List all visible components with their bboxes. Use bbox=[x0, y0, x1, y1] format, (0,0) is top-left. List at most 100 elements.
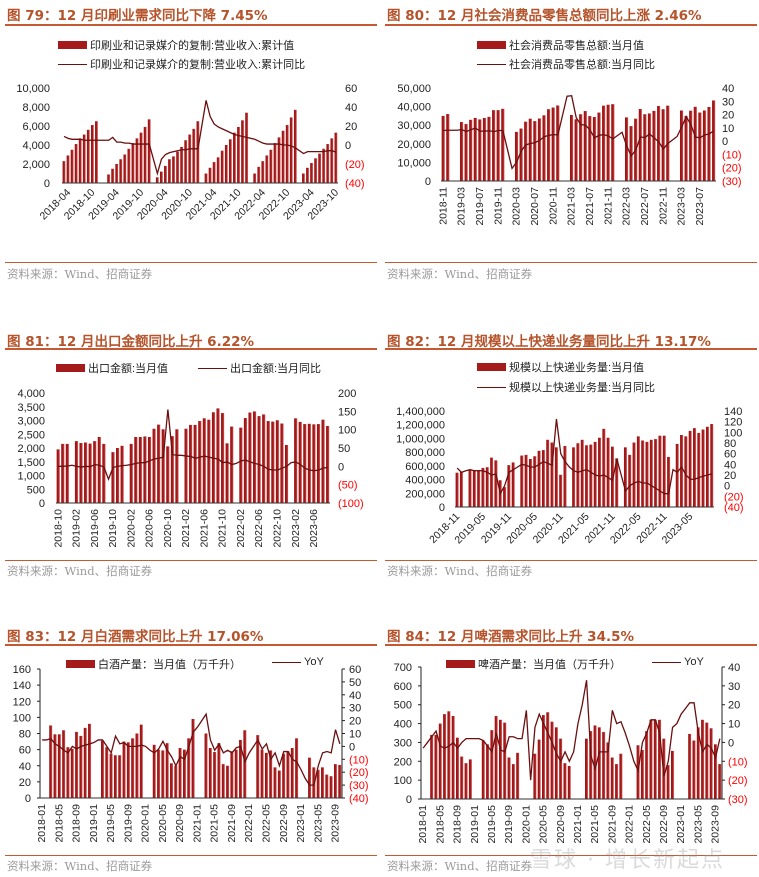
bar bbox=[460, 756, 464, 799]
bar bbox=[698, 112, 702, 181]
legend-label: 社会消费品零售总额:当月值 bbox=[509, 40, 645, 52]
watermark: 雪球 · 增长新起点 bbox=[530, 848, 725, 873]
bar bbox=[598, 437, 602, 507]
bar bbox=[286, 751, 290, 798]
bar bbox=[234, 749, 238, 799]
bar bbox=[159, 171, 163, 183]
bar bbox=[546, 439, 550, 507]
y-tick-label: 2,500 bbox=[17, 429, 45, 441]
y2-tick-label: (20) bbox=[345, 159, 365, 171]
bar bbox=[88, 723, 92, 798]
bar bbox=[95, 121, 98, 183]
line-swatch-icon bbox=[652, 661, 681, 663]
y2-tick-label: 150 bbox=[338, 406, 356, 418]
y2-tick-label: 200 bbox=[338, 388, 356, 400]
bar bbox=[563, 445, 567, 507]
bar bbox=[107, 174, 111, 183]
bar bbox=[638, 109, 643, 181]
legend-label: YoY bbox=[684, 656, 704, 668]
x-tick-label: 2020-05 bbox=[157, 804, 169, 843]
y-tick-label: 160 bbox=[13, 664, 31, 676]
x-tick-label: 2020-05 bbox=[538, 805, 550, 844]
bar bbox=[712, 100, 716, 181]
x-tick-label: 2023-09 bbox=[330, 804, 342, 843]
bar bbox=[174, 765, 178, 798]
bar bbox=[111, 168, 115, 183]
x-tick-label: 2022-03 bbox=[621, 187, 633, 226]
x-tick-label: 2020-06 bbox=[144, 509, 156, 548]
bar bbox=[82, 134, 86, 183]
bar bbox=[101, 740, 105, 798]
chart-plot-1: 0 10,000 20,000 30,000 40,000 50,000 (30)(20) (… bbox=[397, 83, 741, 226]
bar bbox=[257, 166, 261, 183]
bar bbox=[583, 111, 588, 181]
y2-tick-label: 140 bbox=[724, 406, 742, 418]
bar bbox=[257, 416, 261, 503]
bar bbox=[166, 446, 170, 503]
bar bbox=[472, 469, 476, 507]
y2-tick-label: (30) bbox=[722, 176, 742, 188]
y2-tick-label: 30 bbox=[349, 703, 361, 715]
legend-label: 规模以上快递业务量:当月值 bbox=[509, 362, 645, 374]
bar bbox=[93, 441, 97, 504]
bar bbox=[541, 450, 546, 507]
source-note: 资料来源：Wind、招商证券 bbox=[387, 859, 533, 873]
bar bbox=[152, 428, 156, 503]
bar bbox=[316, 769, 320, 798]
bar bbox=[253, 173, 257, 183]
bar bbox=[636, 436, 641, 507]
y2-tick-label: (10) bbox=[728, 756, 748, 768]
bar bbox=[482, 117, 487, 181]
x-tick-label: 2022-05 bbox=[261, 804, 273, 843]
bar bbox=[533, 121, 537, 181]
bar bbox=[688, 430, 692, 507]
bar bbox=[84, 442, 88, 503]
y2-tick-label: 0 bbox=[338, 461, 344, 473]
bar bbox=[127, 148, 131, 183]
bar bbox=[189, 424, 193, 503]
y2-tick-label: 40 bbox=[349, 690, 361, 702]
legend-label: 社会消费品零售总额:当月同比 bbox=[509, 59, 656, 71]
y2-tick-label: (40) bbox=[349, 793, 369, 805]
y-tick-label: 0 bbox=[406, 794, 412, 806]
x-tick-label: 2021-09 bbox=[606, 805, 618, 844]
x-tick-label: 2020-10 bbox=[162, 509, 174, 548]
bar bbox=[679, 110, 684, 181]
y-tick-label: 40,000 bbox=[397, 102, 431, 114]
bar bbox=[284, 444, 289, 503]
x-tick-label: 2021-11 bbox=[602, 187, 614, 225]
bar bbox=[572, 447, 576, 507]
title-divider bbox=[385, 348, 757, 350]
bar bbox=[459, 472, 464, 507]
bar bbox=[143, 126, 147, 183]
bar bbox=[248, 412, 252, 503]
y2-tick-label: 80 bbox=[724, 438, 736, 450]
bar bbox=[446, 114, 450, 181]
x-tick-label: 2021-02 bbox=[180, 509, 192, 548]
y2-tick-label: 100 bbox=[724, 427, 742, 439]
y-tick-label: 100 bbox=[13, 712, 31, 724]
source-note: 资料来源：Wind、招商证券 bbox=[7, 859, 153, 873]
title-divider bbox=[5, 348, 377, 350]
chart-title: 图 83：12 月白酒需求同比上升 17.06% bbox=[7, 629, 264, 645]
y2-tick-label: (50) bbox=[338, 480, 358, 492]
bar bbox=[602, 732, 606, 799]
y2-tick-label: (20) bbox=[349, 767, 369, 779]
x-tick-label: 2020-03 bbox=[511, 187, 523, 226]
bar bbox=[611, 104, 615, 181]
bar bbox=[438, 723, 442, 799]
bar bbox=[492, 110, 496, 181]
bar bbox=[588, 116, 592, 181]
bar bbox=[143, 436, 147, 503]
bar bbox=[675, 443, 679, 507]
bar bbox=[589, 444, 593, 507]
bar bbox=[122, 741, 126, 798]
bar bbox=[184, 140, 188, 183]
bar-swatch-icon bbox=[477, 41, 506, 49]
bar bbox=[554, 727, 558, 799]
bar bbox=[593, 725, 597, 799]
x-tick-label: 2023-03 bbox=[676, 187, 688, 226]
bar bbox=[193, 424, 197, 503]
bar bbox=[629, 126, 633, 181]
bar bbox=[79, 735, 83, 798]
